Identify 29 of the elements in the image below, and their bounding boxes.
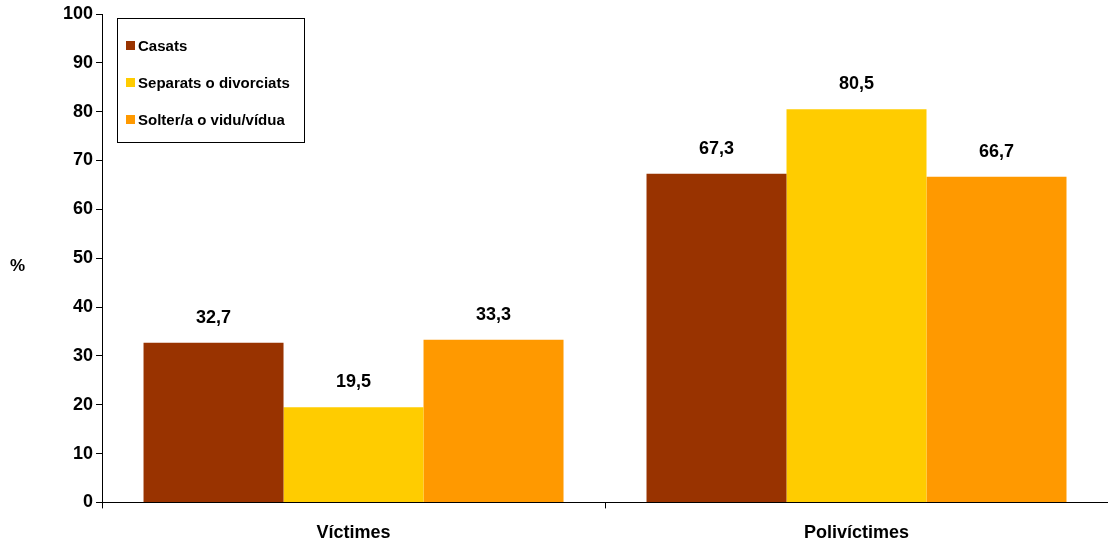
x-tick-label: Víctimes [316,522,391,543]
y-tick-label: 60 [73,198,94,219]
y-tick-label: 20 [73,393,94,414]
y-tick-label: 100 [62,2,94,23]
data-label: 66,7 [978,140,1015,161]
data-label: 67,3 [698,137,735,158]
bar [786,109,927,502]
y-tick-label: 70 [73,149,94,170]
data-label: 33,3 [476,303,512,324]
legend-label: Separats o divorciats [138,74,290,91]
bar [283,407,424,502]
data-label: 80,5 [838,73,875,94]
bar [926,176,1067,502]
legend-label: Casats [138,37,188,54]
y-tick-label: 40 [73,296,94,317]
bar [646,173,787,502]
bar [143,342,284,502]
legend-label: Solter/a o vidu/vídua [138,111,285,128]
data-label: 32,7 [196,306,232,327]
y-tick-label: 50 [73,247,94,268]
y-tick-label: 30 [73,344,94,365]
bar [423,339,564,502]
y-tick-label: 0 [83,491,94,512]
y-tick-label: 10 [73,442,94,463]
data-label: 19,5 [336,371,372,392]
x-tick-label: Polivíctimes [803,522,910,543]
y-tick-label: 80 [73,100,94,121]
y-tick-label: 90 [73,51,94,72]
y-axis-title: % [10,256,26,276]
